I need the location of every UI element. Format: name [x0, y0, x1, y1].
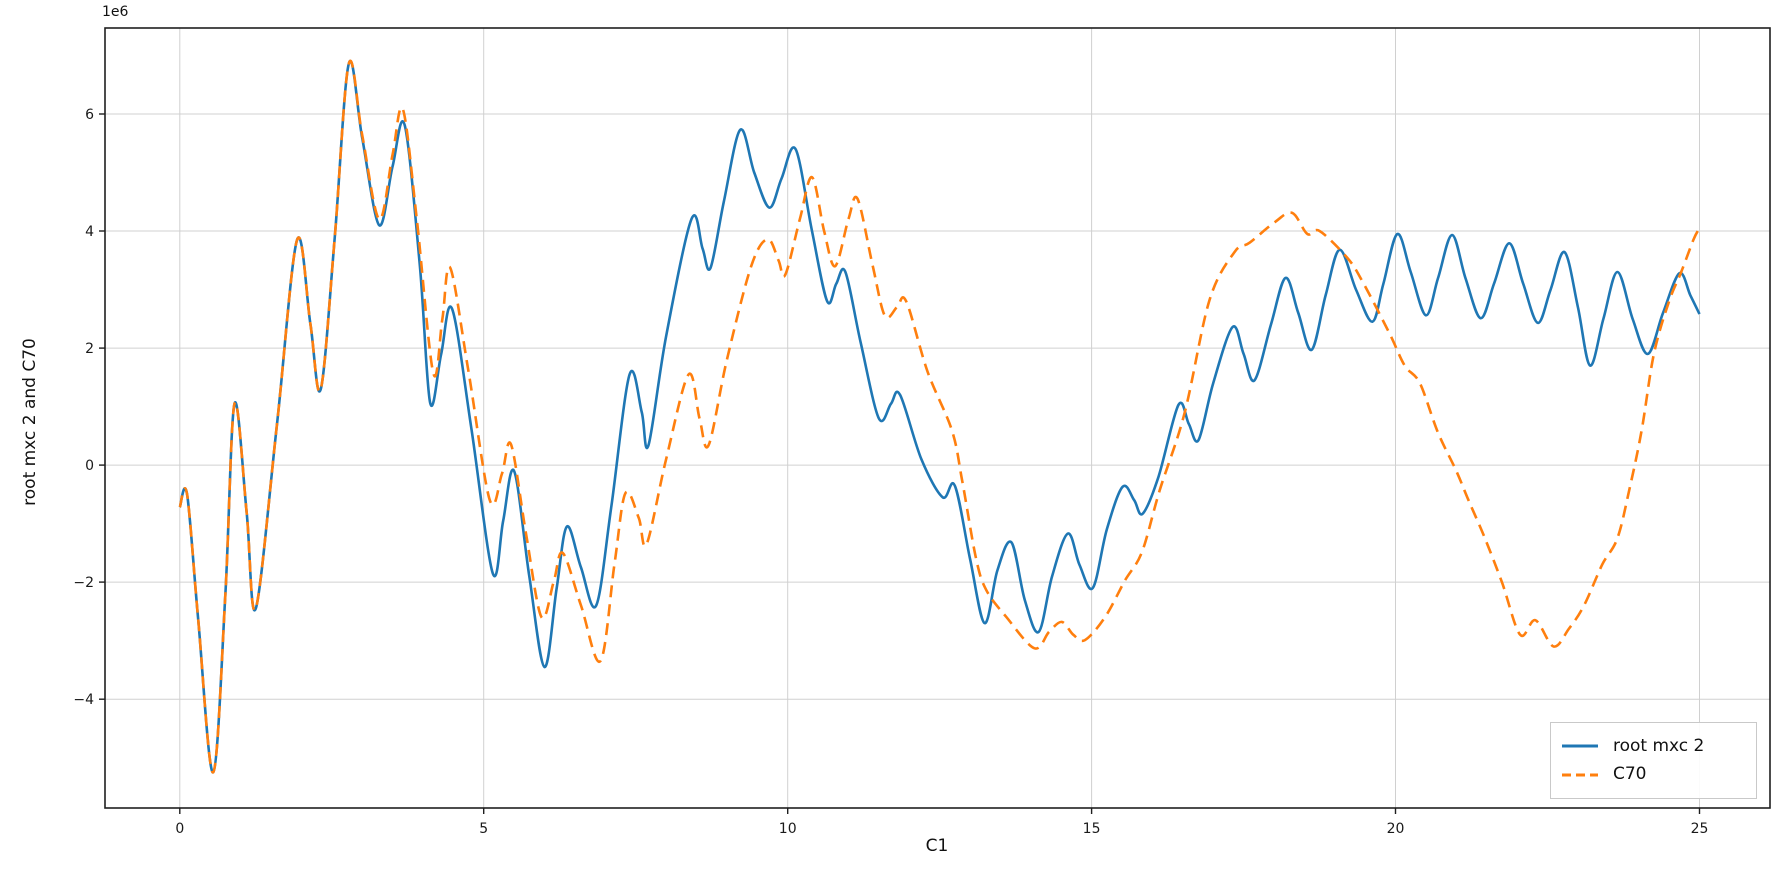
y-tick-label: 0 — [85, 458, 94, 474]
x-tick-label: 5 — [479, 821, 488, 837]
axes-spines — [104, 27, 1771, 809]
x-tick-label: 10 — [779, 821, 797, 837]
y-tick-label: −4 — [73, 692, 94, 708]
x-tick-label: 20 — [1387, 821, 1405, 837]
x-tick-label: 15 — [1083, 821, 1101, 837]
y-tick-label: 2 — [85, 341, 94, 357]
x-tick-label: 25 — [1691, 821, 1709, 837]
y-axis-offset-label: 1e6 — [102, 4, 129, 20]
y-tick-label: −2 — [73, 575, 94, 591]
x-axis-label: C1 — [925, 836, 949, 856]
legend-line-sample-solid — [1562, 744, 1598, 748]
y-axis-label: root mxc 2 and C70 — [20, 338, 40, 506]
legend-line-sample-dashed — [1562, 773, 1598, 777]
x-tick-label: 0 — [175, 821, 184, 837]
legend-label: root mxc 2 — [1613, 735, 1705, 756]
legend-item-c70: C70 — [1561, 766, 1744, 784]
y-tick-label: 4 — [85, 224, 94, 240]
series-line-root-mxc-2 — [178, 59, 1701, 774]
legend-item-root-mxc-2: root mxc 2 — [1561, 737, 1744, 755]
legend-label: C70 — [1613, 764, 1647, 785]
series-line-c70 — [178, 59, 1701, 774]
y-tick-label: 6 — [85, 107, 94, 123]
legend: root mxc 2 C70 — [1550, 722, 1757, 799]
